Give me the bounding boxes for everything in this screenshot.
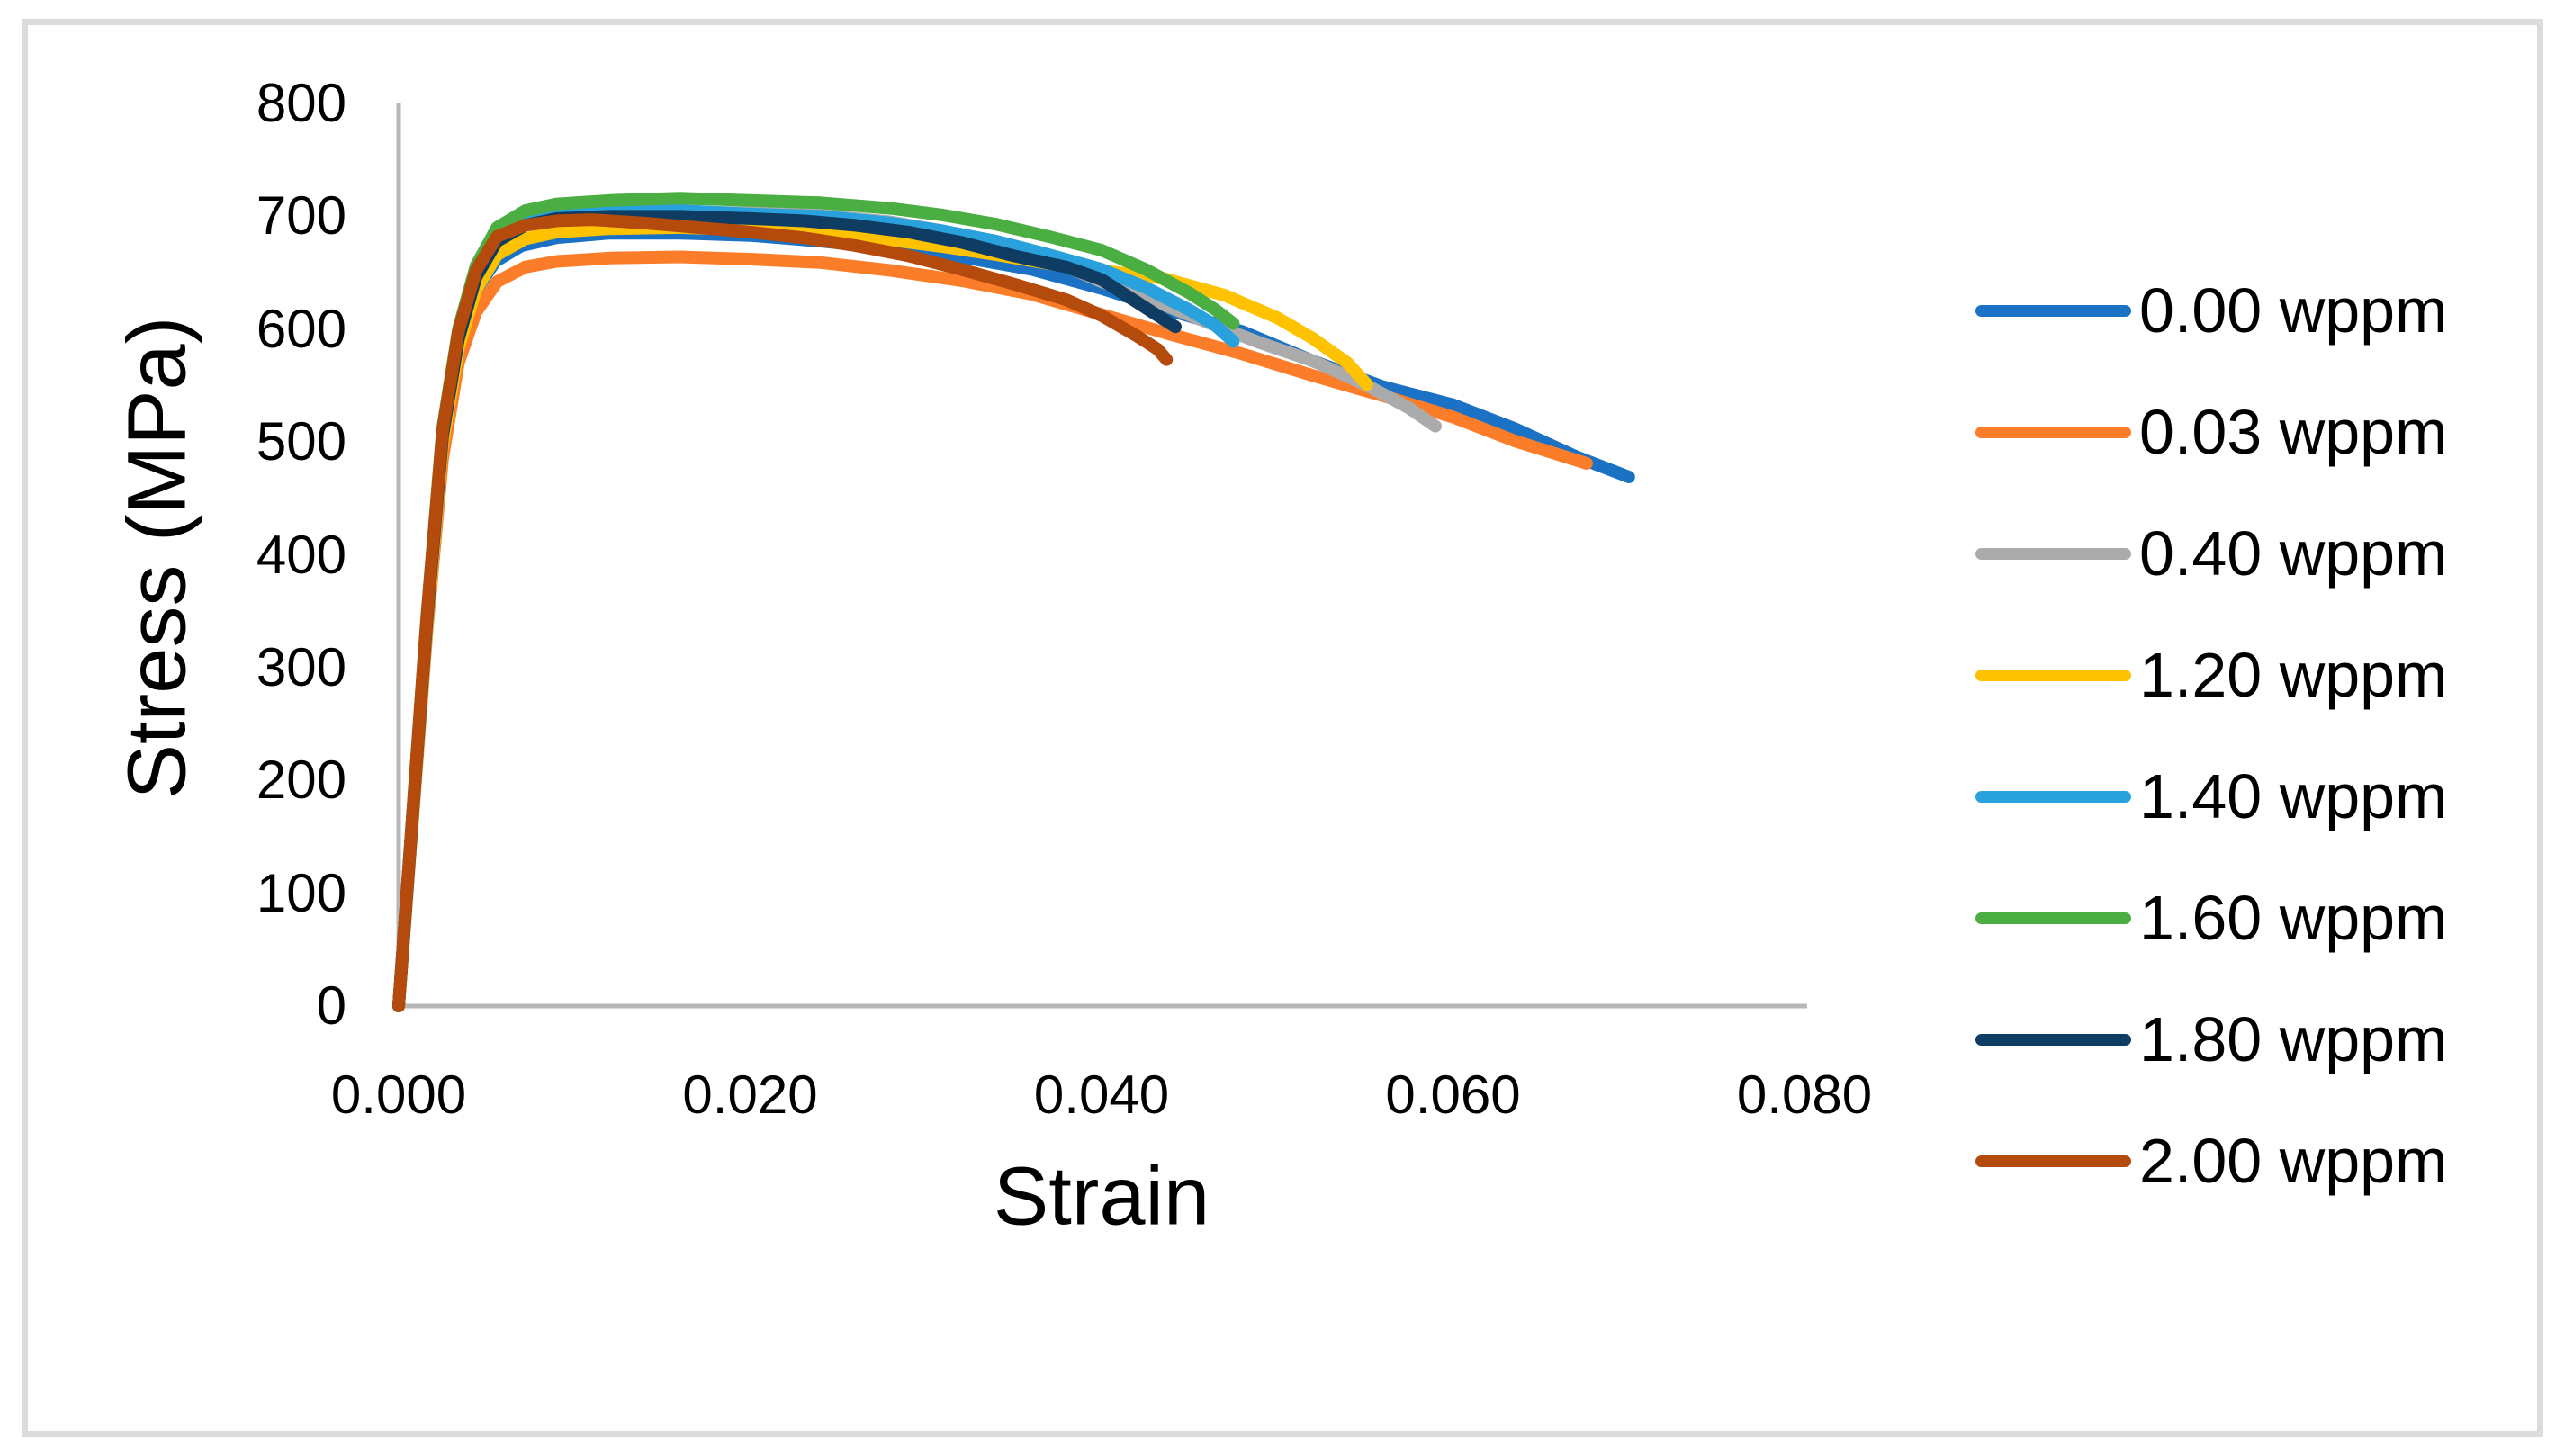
x-axis-title: Strain	[993, 1150, 1210, 1243]
series-line-1-40-wppm	[392, 204, 1240, 1012]
legend-swatch	[1976, 912, 2131, 924]
legend-label: 1.60 wppm	[2139, 883, 2448, 953]
legend-item: 2.00 wppm	[1976, 1101, 2447, 1221]
legend-item: 1.80 wppm	[1976, 979, 2447, 1100]
legend-label: 0.00 wppm	[2139, 275, 2448, 346]
legend-swatch	[1976, 1155, 2131, 1167]
legend-label: 2.00 wppm	[2139, 1126, 2448, 1196]
y-tick-label: 0	[316, 975, 346, 1036]
y-tick-label: 700	[256, 185, 346, 247]
x-tick-label: 0.060	[1385, 1065, 1521, 1125]
legend-swatch	[1976, 547, 2131, 560]
legend-swatch	[1976, 669, 2131, 681]
legend-item: 0.40 wppm	[1976, 493, 2447, 614]
series-line-2-00-wppm	[392, 213, 1174, 1012]
series-line-0-40-wppm	[392, 205, 1442, 1012]
legend-item: 1.60 wppm	[1976, 858, 2447, 978]
series-line-1-80-wppm	[392, 210, 1182, 1012]
x-tick-label: 0.040	[1033, 1065, 1170, 1125]
series-line-0-00-wppm	[392, 227, 1635, 1012]
legend-item: 0.03 wppm	[1976, 372, 2447, 492]
legend-item: 0.00 wppm	[1976, 250, 2447, 371]
legend-swatch	[1976, 790, 2131, 803]
legend-swatch	[1976, 426, 2131, 438]
legend-label: 0.40 wppm	[2139, 518, 2448, 589]
legend-swatch	[1976, 1033, 2131, 1046]
y-tick-label: 200	[256, 750, 346, 811]
y-tick-label: 800	[256, 73, 346, 133]
x-tick-label: 0.000	[330, 1065, 467, 1125]
y-tick-label: 400	[256, 524, 346, 585]
legend-label: 1.40 wppm	[2139, 761, 2448, 831]
series-line-0-03-wppm	[392, 250, 1593, 1012]
y-tick-label: 500	[256, 411, 346, 472]
legend-label: 1.20 wppm	[2139, 640, 2448, 710]
y-tick-label: 600	[256, 298, 346, 359]
y-tick-label: 300	[256, 636, 346, 697]
x-tick-label: 0.020	[682, 1065, 818, 1125]
legend-swatch	[1976, 304, 2131, 317]
x-tick-label: 0.080	[1736, 1065, 1873, 1125]
legend-label: 0.03 wppm	[2139, 397, 2448, 467]
legend-item: 1.20 wppm	[1976, 615, 2447, 735]
legend-item: 1.40 wppm	[1976, 736, 2447, 857]
legend-label: 1.80 wppm	[2139, 1004, 2448, 1074]
y-tick-label: 100	[256, 862, 346, 923]
